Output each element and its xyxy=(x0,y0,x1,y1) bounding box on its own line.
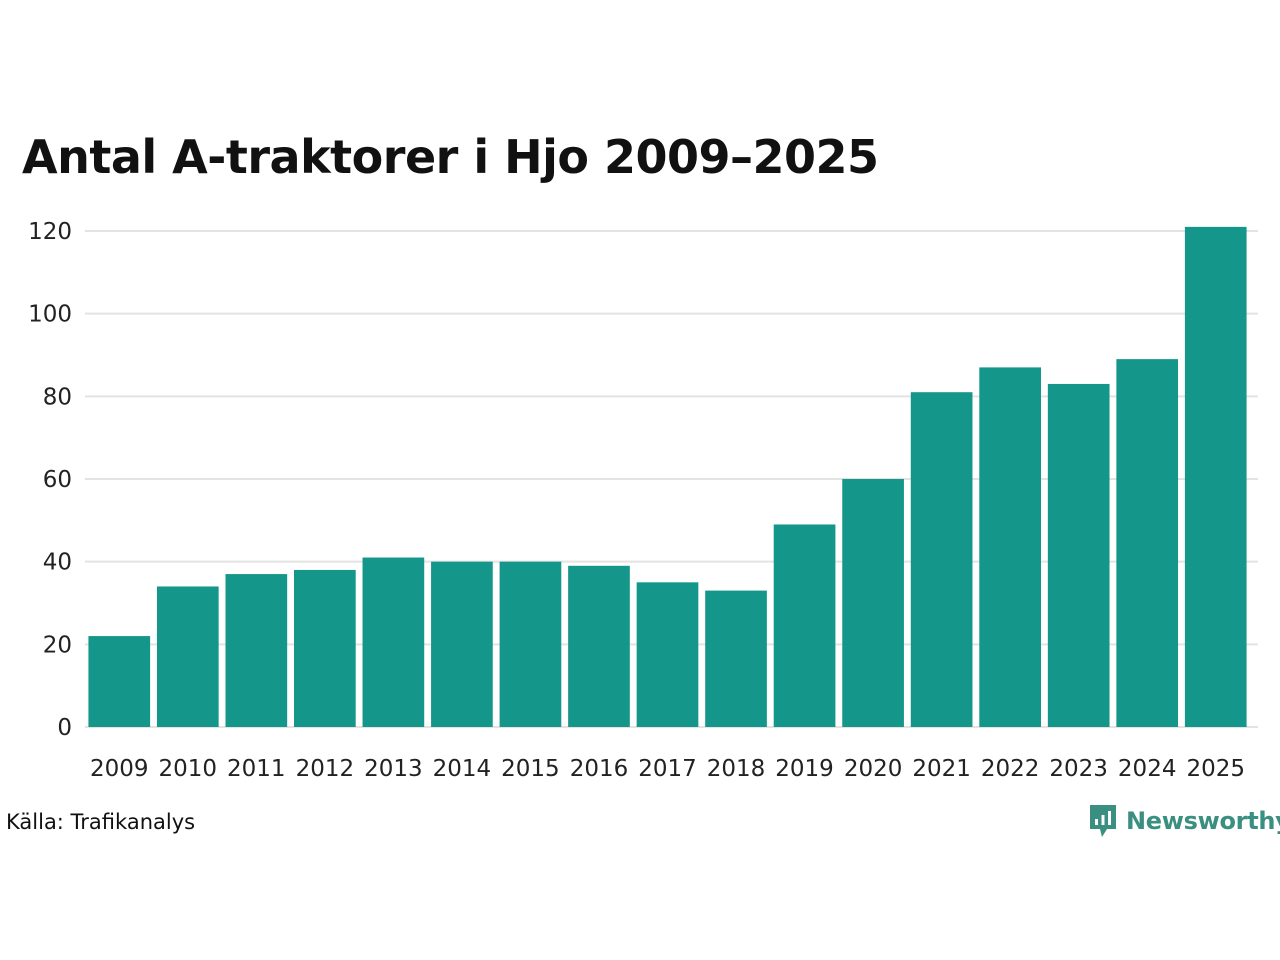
y-tick-label: 20 xyxy=(43,632,72,658)
newsworthy-logo-icon xyxy=(1090,805,1116,837)
bars xyxy=(88,226,1247,727)
x-tick-label: 2012 xyxy=(296,756,355,782)
x-tick-label: 2010 xyxy=(159,756,218,782)
bar-2011 xyxy=(225,574,288,727)
y-tick-label: 60 xyxy=(43,467,72,493)
bar-2014 xyxy=(431,561,493,727)
x-tick-label: 2021 xyxy=(912,756,971,782)
y-axis-ticks: 0 20 40 60 80 100 120 xyxy=(28,219,72,741)
bar-2020 xyxy=(842,479,904,727)
y-tick-label: 80 xyxy=(43,384,72,410)
source-note: Källa: Trafikanalys xyxy=(6,810,196,834)
x-tick-label: 2017 xyxy=(638,756,697,782)
x-tick-label: 2013 xyxy=(364,756,423,782)
bar-2017 xyxy=(636,582,699,727)
bar-2024 xyxy=(1116,359,1179,727)
bar-2016 xyxy=(568,565,630,727)
bar-2015 xyxy=(499,561,562,727)
bar-2009 xyxy=(88,636,151,727)
bar-2018 xyxy=(705,590,767,727)
bar-chart: 0 20 40 60 80 100 120 2009 2010 2011 2012 2013 2014… xyxy=(28,219,1258,782)
bar-2013 xyxy=(362,557,425,727)
y-tick-label: 0 xyxy=(57,715,72,741)
y-tick-label: 100 xyxy=(28,302,72,328)
brand-logo[interactable]: Newsworthy xyxy=(1088,803,1280,839)
x-tick-label: 2016 xyxy=(570,756,629,782)
x-tick-label: 2024 xyxy=(1118,756,1177,782)
x-tick-label: 2022 xyxy=(981,756,1040,782)
bar-2012 xyxy=(294,569,356,727)
y-tick-label: 40 xyxy=(43,550,72,576)
x-tick-label: 2018 xyxy=(707,756,766,782)
x-tick-label: 2011 xyxy=(227,756,286,782)
x-tick-label: 2023 xyxy=(1049,756,1108,782)
bar-2021 xyxy=(910,392,973,727)
chart-title: Antal A-traktorer i Hjo 2009–2025 xyxy=(22,130,879,184)
x-tick-label: 2014 xyxy=(433,756,492,782)
bar-2010 xyxy=(156,586,219,727)
bar-2023 xyxy=(1047,383,1110,727)
bar-2022 xyxy=(979,367,1041,727)
x-tick-label: 2020 xyxy=(844,756,903,782)
y-tick-label: 120 xyxy=(28,219,72,245)
x-tick-label: 2009 xyxy=(90,756,149,782)
x-tick-label: 2015 xyxy=(501,756,560,782)
x-tick-label: 2025 xyxy=(1186,756,1245,782)
x-tick-label: 2019 xyxy=(775,756,834,782)
bar-2025 xyxy=(1184,226,1247,727)
x-axis-ticks: 2009 2010 2011 2012 2013 2014 2015 2016 2017 2018… xyxy=(90,756,1245,782)
bar-2019 xyxy=(773,524,836,727)
brand-name: Newsworthy xyxy=(1126,807,1280,835)
